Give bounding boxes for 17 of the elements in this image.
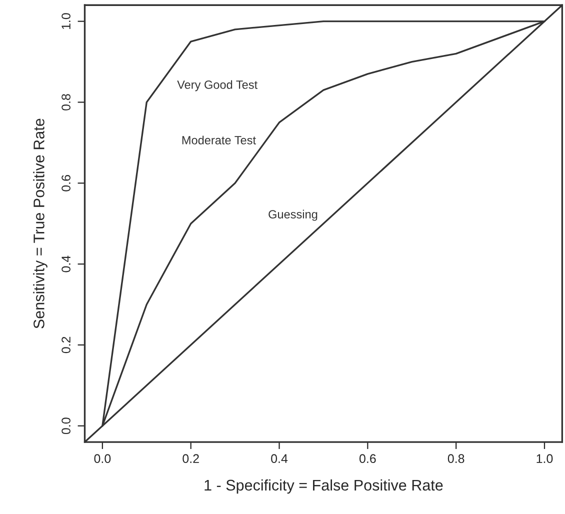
y-tick-label: 0.6 <box>62 174 70 192</box>
x-tick-label: 0.2 <box>182 454 199 464</box>
series-label: Moderate Test <box>182 136 256 144</box>
y-axis-title: Sensitivity = True Positive Rate <box>33 118 48 328</box>
y-tick-label: 0.2 <box>62 336 70 354</box>
series-label: Very Good Test <box>177 80 258 92</box>
y-tick-label: 0.4 <box>62 256 70 272</box>
series-label: Guessing <box>268 210 318 221</box>
y-tick-label: 0.0 <box>62 418 70 434</box>
x-axis-title: 1 - Specificity = False Positive Rate <box>204 479 443 494</box>
x-tick-label: 1.0 <box>536 454 553 464</box>
x-tick-label: 0.4 <box>271 454 288 464</box>
x-tick-label: 0.8 <box>448 454 464 464</box>
y-tick-label: 1.0 <box>62 13 70 30</box>
x-tick-label: 0.0 <box>94 454 111 464</box>
x-tick-label: 0.6 <box>359 454 376 464</box>
y-tick-label: 0.8 <box>62 94 70 110</box>
